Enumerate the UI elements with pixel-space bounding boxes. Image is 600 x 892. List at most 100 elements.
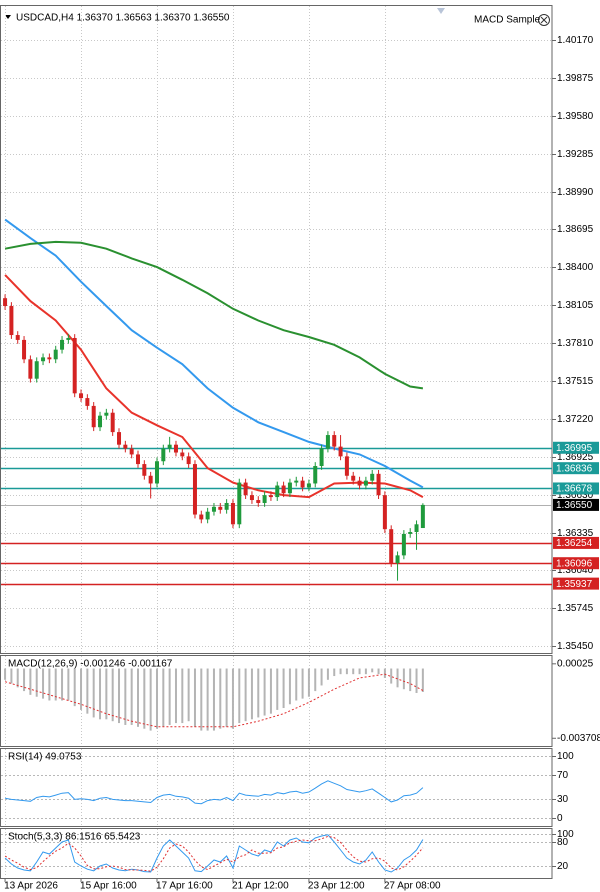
y-tick-label: 1.39580 bbox=[557, 111, 594, 122]
price-tag bbox=[553, 498, 599, 511]
candle-body bbox=[154, 461, 159, 484]
macd-bar bbox=[187, 668, 190, 722]
y-tick-label: 30 bbox=[557, 794, 569, 805]
smiley-mark bbox=[540, 16, 548, 24]
macd-bar bbox=[86, 668, 89, 714]
macd-bar bbox=[390, 668, 393, 684]
macd-bar bbox=[111, 668, 114, 722]
macd-bar bbox=[92, 668, 95, 718]
price-tag-label: 1.36678 bbox=[556, 484, 593, 495]
macd-bar bbox=[263, 668, 266, 716]
candle-body bbox=[148, 475, 153, 484]
candle-body bbox=[173, 444, 178, 453]
macd-bar bbox=[276, 668, 279, 710]
macd-bar bbox=[333, 668, 336, 677]
candle-body bbox=[338, 446, 343, 457]
macd-bar bbox=[4, 668, 7, 680]
moving-average bbox=[4, 274, 424, 499]
y-tick-label: 1.39875 bbox=[557, 73, 594, 84]
price-tag-label: 1.36550 bbox=[556, 500, 593, 511]
price-tag bbox=[553, 441, 599, 454]
candle-body bbox=[211, 506, 216, 512]
y-tick-label: 100 bbox=[557, 751, 574, 762]
candle-body bbox=[294, 480, 299, 483]
macd-bar bbox=[409, 668, 412, 692]
macd-bar bbox=[402, 668, 405, 690]
panel-frame bbox=[0, 748, 553, 827]
x-tick-label: 15 Apr 16:00 bbox=[80, 881, 137, 892]
candle-body bbox=[275, 485, 280, 498]
candle-body bbox=[22, 339, 27, 360]
y-tick-label: 1.38400 bbox=[557, 262, 594, 273]
y-tick-label: 0.00025 bbox=[557, 658, 594, 669]
y-tick-label: 1.36630 bbox=[557, 490, 594, 501]
expert-smiley[interactable] bbox=[538, 14, 550, 26]
candle-body bbox=[300, 480, 305, 488]
macd-bar bbox=[168, 668, 171, 725]
panel-frame bbox=[0, 828, 553, 879]
candle-body bbox=[287, 482, 292, 494]
macd-bar bbox=[212, 668, 215, 731]
price-tag-label: 1.36995 bbox=[556, 443, 593, 454]
candle-body bbox=[243, 482, 248, 496]
macd-bar bbox=[326, 668, 329, 680]
candle-body bbox=[224, 502, 229, 510]
price-tag-label: 1.35937 bbox=[556, 579, 593, 590]
macd-bar bbox=[269, 668, 272, 714]
candle-body bbox=[72, 337, 77, 394]
panel-frame bbox=[0, 655, 553, 747]
shift-marker[interactable] bbox=[437, 8, 445, 14]
price-tag bbox=[553, 462, 599, 475]
price-tag-label: 1.36254 bbox=[556, 538, 593, 549]
candle-body bbox=[262, 495, 267, 503]
candle-body bbox=[351, 475, 356, 481]
y-tick-label: 1.36040 bbox=[557, 565, 594, 576]
candle-body bbox=[395, 555, 400, 564]
candle-body bbox=[401, 533, 406, 556]
macd-bar bbox=[137, 668, 139, 727]
candle-body bbox=[117, 432, 122, 445]
indicator-title: Stoch(5,3,3) 86.1516 65.5423 bbox=[8, 832, 141, 843]
candle-body bbox=[66, 337, 71, 340]
macd-bar bbox=[339, 668, 342, 675]
candle-body bbox=[91, 405, 96, 428]
candle-body bbox=[325, 435, 330, 449]
price-tag bbox=[553, 577, 599, 590]
macd-bar bbox=[143, 668, 146, 729]
macd-bar bbox=[320, 668, 323, 686]
smiley-face bbox=[538, 14, 550, 26]
price-tag bbox=[553, 557, 599, 570]
candle-body bbox=[256, 500, 261, 503]
price-tag-label: 1.36096 bbox=[556, 558, 593, 569]
candle-body bbox=[218, 506, 223, 510]
price-tag bbox=[553, 536, 599, 549]
macd-bar bbox=[54, 668, 57, 701]
macd-bar bbox=[415, 668, 418, 693]
macd-bar bbox=[99, 668, 102, 720]
macd-bar bbox=[16, 668, 19, 688]
macd-bar bbox=[174, 668, 177, 724]
candle-body bbox=[332, 435, 337, 447]
macd-bar bbox=[225, 668, 228, 727]
macd-bar bbox=[206, 668, 209, 731]
candle-body bbox=[9, 306, 14, 336]
candle-body bbox=[199, 514, 204, 520]
candle-body bbox=[268, 495, 273, 498]
candle-body bbox=[180, 452, 185, 457]
signal-line bbox=[4, 673, 424, 728]
macd-bar bbox=[257, 668, 260, 718]
chart-title: USDCAD,H4 1.36370 1.36563 1.36370 1.3655… bbox=[16, 13, 230, 24]
indicator-title: MACD(12,26,9) -0.001246 -0.001167 bbox=[8, 659, 173, 670]
candle-body bbox=[41, 357, 46, 362]
macd-bar bbox=[345, 668, 348, 675]
macd-bar bbox=[130, 668, 133, 725]
macd-bar bbox=[200, 668, 203, 731]
x-tick-label: 17 Apr 16:00 bbox=[156, 881, 213, 892]
macd-bar bbox=[219, 668, 222, 729]
candle-body bbox=[192, 464, 197, 515]
candle-body bbox=[28, 359, 33, 379]
menu-triangle[interactable] bbox=[5, 15, 11, 19]
expert-name: MACD Sample bbox=[474, 15, 541, 26]
macd-bar bbox=[314, 668, 317, 692]
